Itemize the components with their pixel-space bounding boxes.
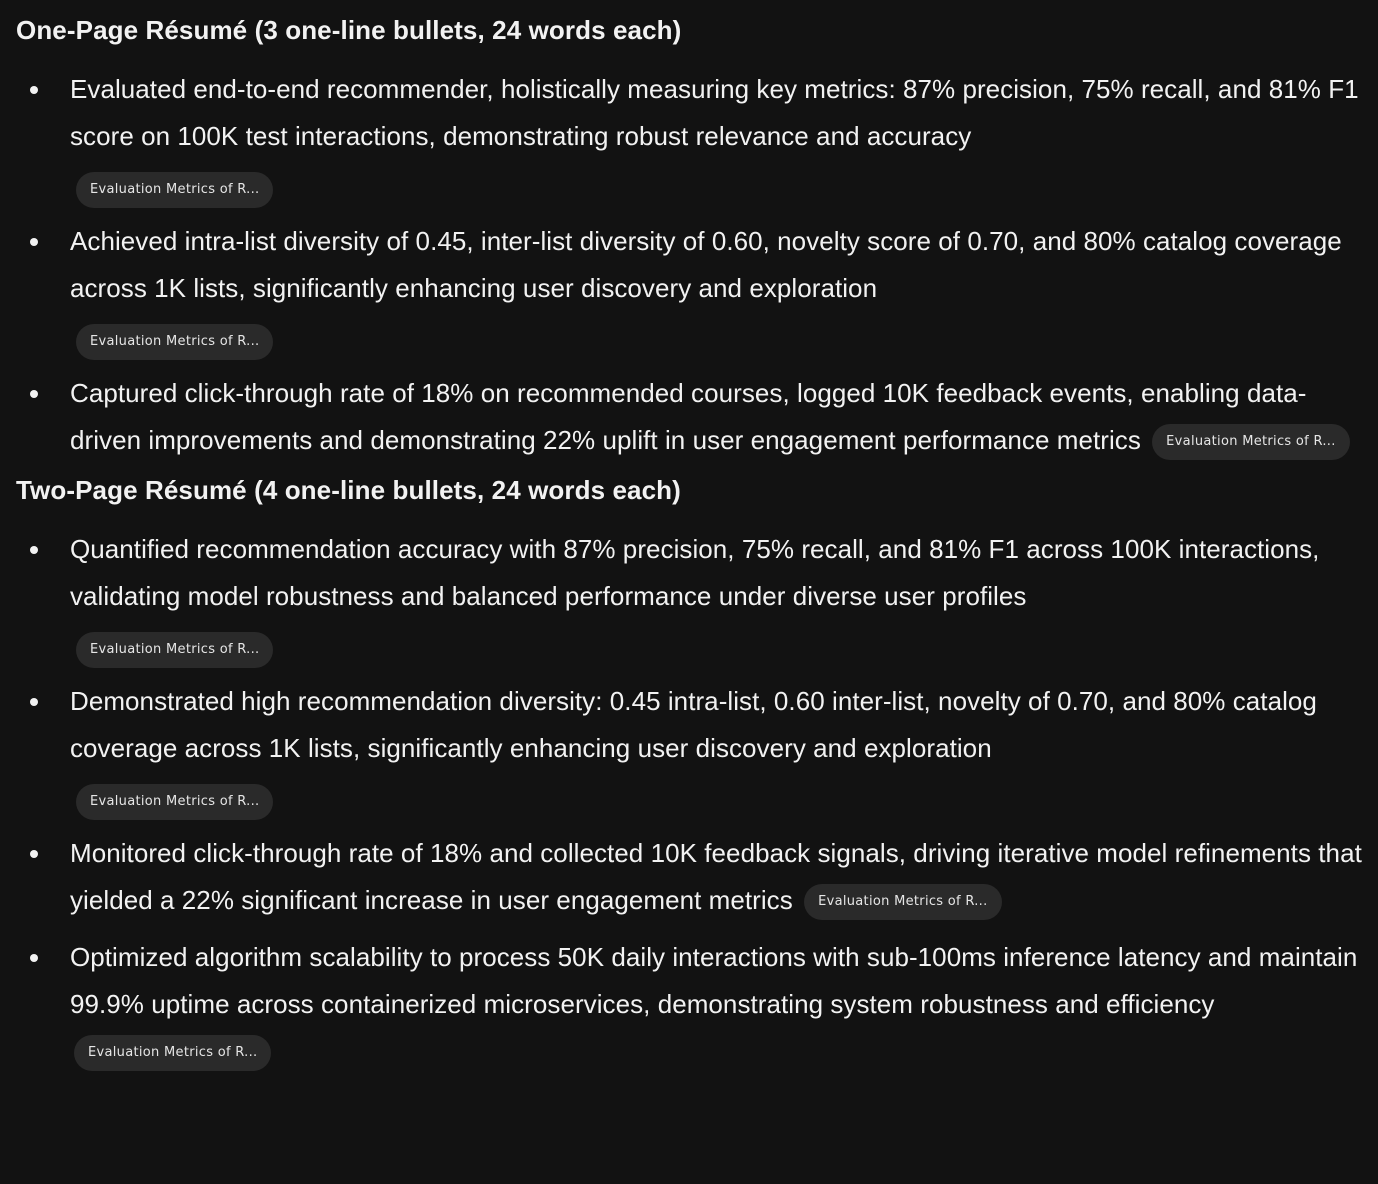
bullet-text: Achieved intra-list diversity of 0.45, i… [70, 226, 1342, 303]
citation-chip[interactable]: Evaluation Metrics of R... [76, 632, 274, 668]
section-heading: Two-Page Résumé (4 one-line bullets, 24 … [16, 475, 681, 505]
citation-chip[interactable]: Evaluation Metrics of R... [76, 784, 274, 820]
bullet-text: Optimized algorithm scalability to proce… [70, 942, 1358, 1019]
list-item: Demonstrated high recommendation diversi… [16, 678, 1362, 820]
list-item: Optimized algorithm scalability to proce… [16, 934, 1362, 1075]
list-item: Monitored click-through rate of 18% and … [16, 830, 1362, 924]
bullet-text: Monitored click-through rate of 18% and … [70, 838, 1362, 915]
citation-chip[interactable]: Evaluation Metrics of R... [804, 884, 1002, 921]
bullet-list: Quantified recommendation accuracy with … [16, 526, 1362, 1075]
citation-chip[interactable]: Evaluation Metrics of R... [76, 172, 274, 208]
citation-chip[interactable]: Evaluation Metrics of R... [74, 1035, 272, 1072]
bullet-text: Quantified recommendation accuracy with … [70, 534, 1320, 611]
bullet-text: Demonstrated high recommendation diversi… [70, 686, 1317, 763]
citation-chip[interactable]: Evaluation Metrics of R... [1152, 424, 1350, 461]
two-page-resume-section: Two-Page Résumé (4 one-line bullets, 24 … [16, 468, 1362, 1075]
one-page-resume-section: One-Page Résumé (3 one-line bullets, 24 … [16, 8, 1362, 464]
list-item: Captured click-through rate of 18% on re… [16, 370, 1362, 464]
bullet-list: Evaluated end-to-end recommender, holist… [16, 66, 1362, 464]
list-item: Quantified recommendation accuracy with … [16, 526, 1362, 668]
list-item: Achieved intra-list diversity of 0.45, i… [16, 218, 1362, 360]
bullet-text: Captured click-through rate of 18% on re… [70, 378, 1307, 455]
list-item: Evaluated end-to-end recommender, holist… [16, 66, 1362, 208]
resume-content: One-Page Résumé (3 one-line bullets, 24 … [16, 8, 1362, 1075]
section-heading: One-Page Résumé (3 one-line bullets, 24 … [16, 15, 682, 45]
bullet-text: Evaluated end-to-end recommender, holist… [70, 74, 1359, 151]
citation-chip[interactable]: Evaluation Metrics of R... [76, 324, 274, 360]
